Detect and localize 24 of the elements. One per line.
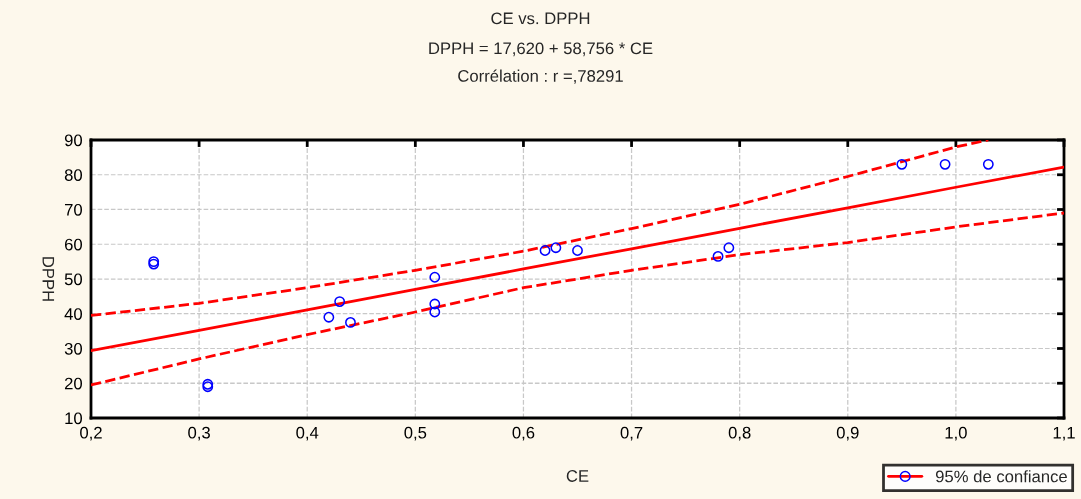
y-tick-label: 90 [64, 134, 83, 147]
y-tick-label: 20 [64, 377, 83, 390]
y-tick-label: 70 [64, 203, 83, 216]
x-tick-label: 0,4 [296, 426, 319, 441]
x-tick-label: 0,8 [728, 426, 751, 441]
y-tick-label: 50 [64, 273, 83, 286]
y-tick-label: 80 [64, 169, 83, 181]
x-tick-label: 1,1 [1053, 426, 1075, 441]
y-tick-label: 60 [64, 238, 83, 251]
y-tick-label: 10 [65, 412, 83, 425]
x-tick-label: 1,0 [945, 426, 967, 441]
x-tick-label: 0,7 [620, 426, 643, 441]
legend-label: 95% de confiance [935, 470, 1067, 483]
y-tick-label: 40 [64, 308, 83, 320]
x-tick-label: 0,3 [188, 426, 210, 441]
y-tick-label: 30 [64, 342, 83, 355]
chart-subtitle: DPPH = 17,620 + 58,756 * CE Corrélation : r =,78291 [429, 42, 653, 84]
x-tick-label: 0,9 [836, 426, 859, 441]
x-tick-label: 0,5 [404, 426, 427, 441]
x-tick-label: 0,6 [512, 426, 535, 441]
y-axis-title: DPPH [42, 257, 55, 301]
chart-title: CE vs. DPPH [491, 12, 590, 25]
x-tick-label: 0,2 [80, 426, 102, 441]
x-axis-title: CE [566, 470, 589, 482]
